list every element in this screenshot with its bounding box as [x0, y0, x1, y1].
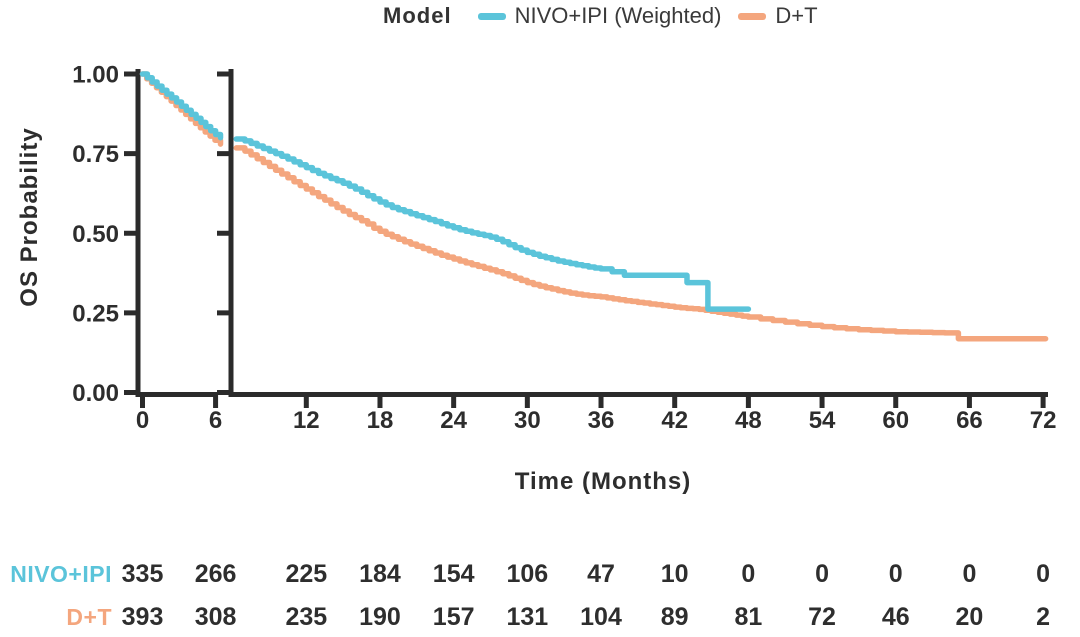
risk-value: 308	[194, 603, 237, 631]
x-tick-label: 24	[440, 407, 467, 434]
x-tick-label: 42	[661, 407, 688, 434]
risk-value: 47	[587, 560, 615, 588]
y-tick-label: 1.00	[72, 62, 119, 89]
x-tick-label: 6	[209, 407, 222, 434]
x-tick-label: 36	[588, 407, 615, 434]
risk-value: 190	[359, 603, 401, 631]
risk-value: 46	[881, 603, 910, 631]
risk-value: 157	[432, 603, 475, 631]
risk-row-nivo-ipi: NIVO+IPI 335 266 225 184 154 106 47 10 0 0 0 0 0	[0, 559, 1080, 589]
x-tick-label: 60	[882, 407, 909, 434]
risk-value: 225	[285, 560, 328, 588]
risk-value: 0	[962, 560, 977, 588]
legend: Model NIVO+IPI (Weighted) D+T	[383, 2, 818, 30]
risk-value: 81	[734, 603, 763, 631]
x-tick-label: 72	[1030, 407, 1057, 434]
survival-plot: OS Probability Time (Months) 0.00 0.25 0.5…	[16, 62, 1057, 496]
x-tick-label: 30	[514, 407, 541, 434]
x-tick-label: 48	[735, 407, 762, 434]
km-curve-d-t-panel2	[233, 145, 1049, 342]
risk-value: 72	[808, 603, 836, 631]
y-tick-label: 0.00	[72, 380, 119, 407]
x-tick-label: 66	[956, 407, 983, 434]
legend-label-dt: D+T	[775, 3, 818, 28]
risk-value: 335	[121, 560, 164, 588]
risk-value: 106	[506, 560, 549, 588]
risk-value: 131	[506, 603, 549, 631]
risk-value: 2	[1036, 603, 1051, 631]
risk-value: 0	[888, 560, 903, 588]
risk-value: 89	[660, 603, 689, 631]
risk-value: 266	[194, 560, 237, 588]
risk-value: 0	[741, 560, 756, 588]
x-axis-title: Time (Months)	[515, 468, 692, 495]
km-curve-nivo-ipi-weighted-panel1	[139, 71, 224, 141]
legend-swatch-dt-icon	[738, 12, 767, 20]
km-curve-nivo-ipi-weighted-panel2	[233, 136, 752, 312]
risk-row-label: NIVO+IPI	[10, 561, 112, 587]
risk-value: 104	[580, 603, 622, 631]
risk-value: 10	[660, 560, 689, 588]
legend-swatch-nivo-ipi-icon	[477, 12, 506, 20]
risk-value: 0	[1036, 560, 1051, 588]
x-tick-label: 18	[367, 407, 394, 434]
risk-row-d-t: D+T 393 308 235 190 157 131 104 89 81 72 46 20 2	[0, 602, 1080, 632]
risk-row-label: D+T	[66, 604, 112, 630]
risk-value: 20	[955, 603, 984, 631]
axis-panel-1	[124, 69, 219, 408]
y-axis-title: OS Probability	[16, 127, 43, 306]
x-tick-label: 0	[136, 407, 149, 434]
risk-value: 154	[432, 560, 475, 588]
risk-value: 235	[285, 603, 328, 631]
y-tick-label: 0.75	[72, 141, 119, 168]
x-tick-label: 12	[293, 407, 320, 434]
legend-label-nivo-ipi: NIVO+IPI (Weighted)	[514, 3, 722, 28]
risk-value: 393	[121, 603, 164, 631]
risk-value: 184	[359, 560, 401, 588]
axis-panel-2	[217, 69, 1048, 408]
y-tick-label: 0.25	[72, 300, 119, 327]
legend-title: Model	[383, 3, 452, 28]
y-tick-label: 0.50	[72, 221, 119, 248]
x-tick-label: 54	[809, 407, 836, 434]
risk-value: 0	[815, 560, 829, 588]
